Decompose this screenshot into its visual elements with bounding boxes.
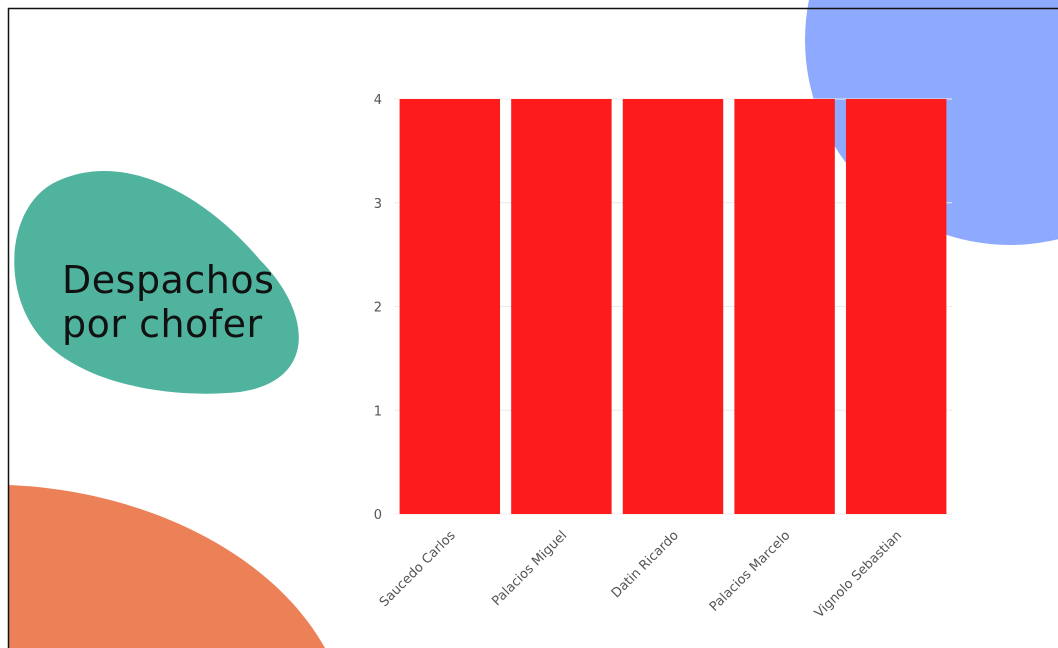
bar <box>845 99 947 514</box>
decor-blob <box>8 485 325 648</box>
bar <box>511 99 612 514</box>
x-tick-label: Datin Ricardo <box>609 528 682 601</box>
x-tick-label: Vignolo Sebastian <box>812 528 905 621</box>
y-tick-label: 1 <box>374 404 382 419</box>
bar <box>399 99 501 514</box>
x-tick-label: Palacios Marcelo <box>707 528 794 615</box>
y-tick-label: 4 <box>374 93 382 108</box>
decor-blob <box>14 171 299 394</box>
slide-border <box>7 7 1058 648</box>
bar <box>734 99 835 514</box>
chart-title: Despachos por chofer <box>62 258 275 346</box>
bar <box>622 99 724 514</box>
y-tick-label: 2 <box>374 301 382 316</box>
x-tick-label: Saucedo Carlos <box>377 528 459 610</box>
y-tick-label: 0 <box>374 508 382 523</box>
x-tick-label: Palacios Miguel <box>489 528 570 609</box>
y-tick-label: 3 <box>374 197 382 212</box>
